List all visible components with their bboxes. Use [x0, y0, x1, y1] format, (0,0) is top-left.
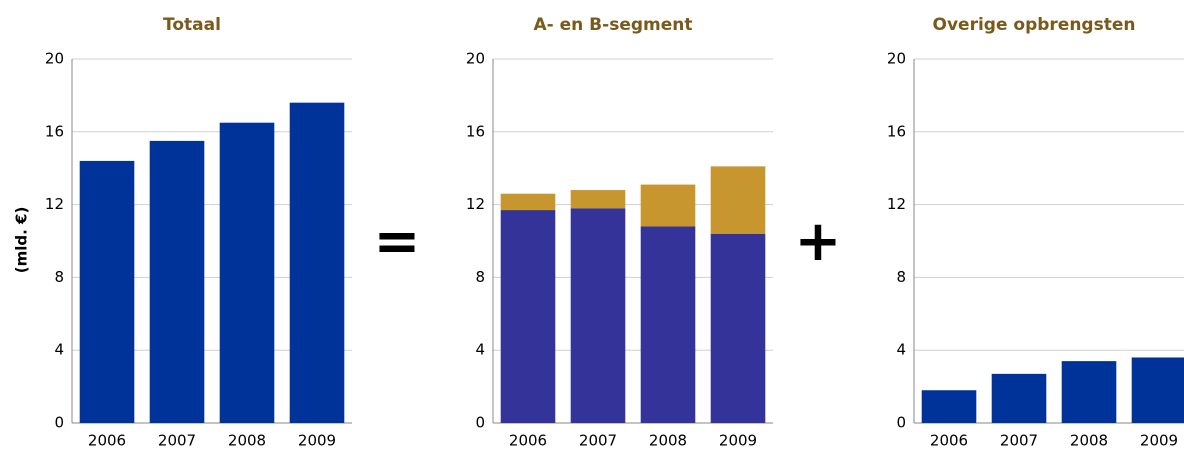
chart-title: Overige opbrengsten — [933, 15, 1136, 35]
x-tick-label: 2008 — [228, 432, 266, 450]
bar-segment — [710, 166, 766, 234]
y-tick-label: 0 — [54, 414, 64, 432]
x-tick-label: 2006 — [88, 432, 126, 450]
y-tick-label: 16 — [887, 122, 906, 140]
x-tick-label: 2009 — [719, 432, 757, 450]
y-tick-label: 16 — [45, 122, 64, 140]
y-tick-label: 20 — [466, 50, 485, 68]
operator: + — [795, 209, 842, 274]
bar — [991, 373, 1047, 423]
chart-title: A- en B-segment — [534, 15, 693, 35]
y-tick-label: 8 — [896, 268, 906, 286]
y-tick-label: 4 — [54, 341, 64, 359]
x-tick-label: 2006 — [509, 432, 547, 450]
x-tick-label: 2009 — [298, 432, 336, 450]
y-tick-label: 12 — [466, 195, 485, 213]
y-tick-label: 12 — [45, 195, 64, 213]
y-tick-label: 8 — [475, 268, 485, 286]
bar — [149, 140, 205, 423]
chart-title: Totaal — [163, 15, 221, 35]
bar-segment — [500, 193, 556, 211]
bar — [1131, 357, 1184, 423]
y-tick-label: 20 — [45, 50, 64, 68]
x-tick-label: 2008 — [1070, 432, 1108, 450]
bar — [921, 390, 977, 423]
bar — [1061, 361, 1117, 423]
y-tick-label: 4 — [475, 341, 485, 359]
bar-segment — [570, 190, 626, 209]
operator: = — [374, 209, 421, 274]
bar-segment — [570, 208, 626, 423]
x-tick-label: 2006 — [930, 432, 968, 450]
y-tick-label: 0 — [896, 414, 906, 432]
bar-segment — [640, 184, 696, 227]
y-tick-label: 12 — [887, 195, 906, 213]
x-tick-label: 2007 — [1000, 432, 1038, 450]
bar — [219, 122, 275, 423]
bar-segment — [710, 233, 766, 423]
bar-segment — [640, 226, 696, 423]
y-axis-label: (mld. €) — [13, 207, 31, 274]
x-tick-label: 2007 — [579, 432, 617, 450]
bar-segment — [500, 210, 556, 423]
y-tick-label: 4 — [896, 341, 906, 359]
y-tick-label: 20 — [887, 50, 906, 68]
x-tick-label: 2009 — [1140, 432, 1178, 450]
bar — [289, 102, 345, 424]
y-tick-label: 16 — [466, 122, 485, 140]
y-tick-label: 0 — [475, 414, 485, 432]
x-tick-label: 2008 — [649, 432, 687, 450]
x-tick-label: 2007 — [158, 432, 196, 450]
bar — [79, 160, 135, 424]
y-tick-label: 8 — [54, 268, 64, 286]
